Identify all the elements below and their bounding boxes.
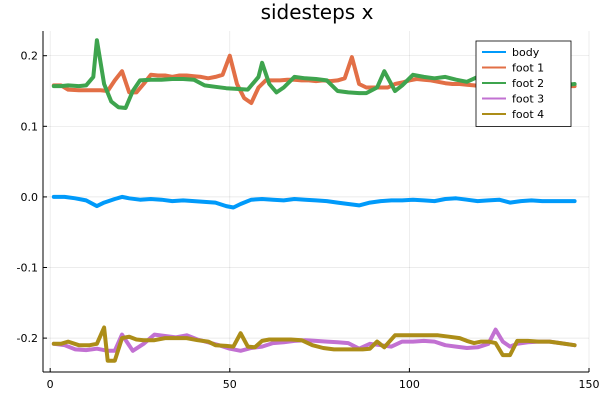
y-tick-label: 0.2 [21,50,39,63]
series-line-foot-4 [51,325,577,363]
legend-label: body [512,46,540,59]
legend-label: foot 2 [512,77,544,90]
y-tick-label: -0.1 [17,262,38,275]
axes [42,31,589,373]
series-line-body [51,194,577,210]
y-tick-label: 0.1 [21,120,39,133]
legend-label: foot 3 [512,93,544,106]
chart-title: sidesteps x [261,0,374,24]
y-tick-label: -0.2 [17,332,38,345]
legend-label: foot 1 [512,62,544,75]
legend-label: foot 4 [512,108,544,121]
ticks: 0 50 100 150 -0.2 -0.1 0.0 0.1 0.2 [17,50,600,391]
y-tick-label: 0.0 [21,191,39,204]
x-tick-label: 150 [579,378,600,391]
x-tick-label: 0 [47,378,54,391]
x-tick-label: 100 [399,378,420,391]
series-line-foot-3 [51,327,577,353]
legend: body foot 1 foot 2 foot 3 foot 4 [475,40,572,127]
x-tick-label: 50 [223,378,237,391]
